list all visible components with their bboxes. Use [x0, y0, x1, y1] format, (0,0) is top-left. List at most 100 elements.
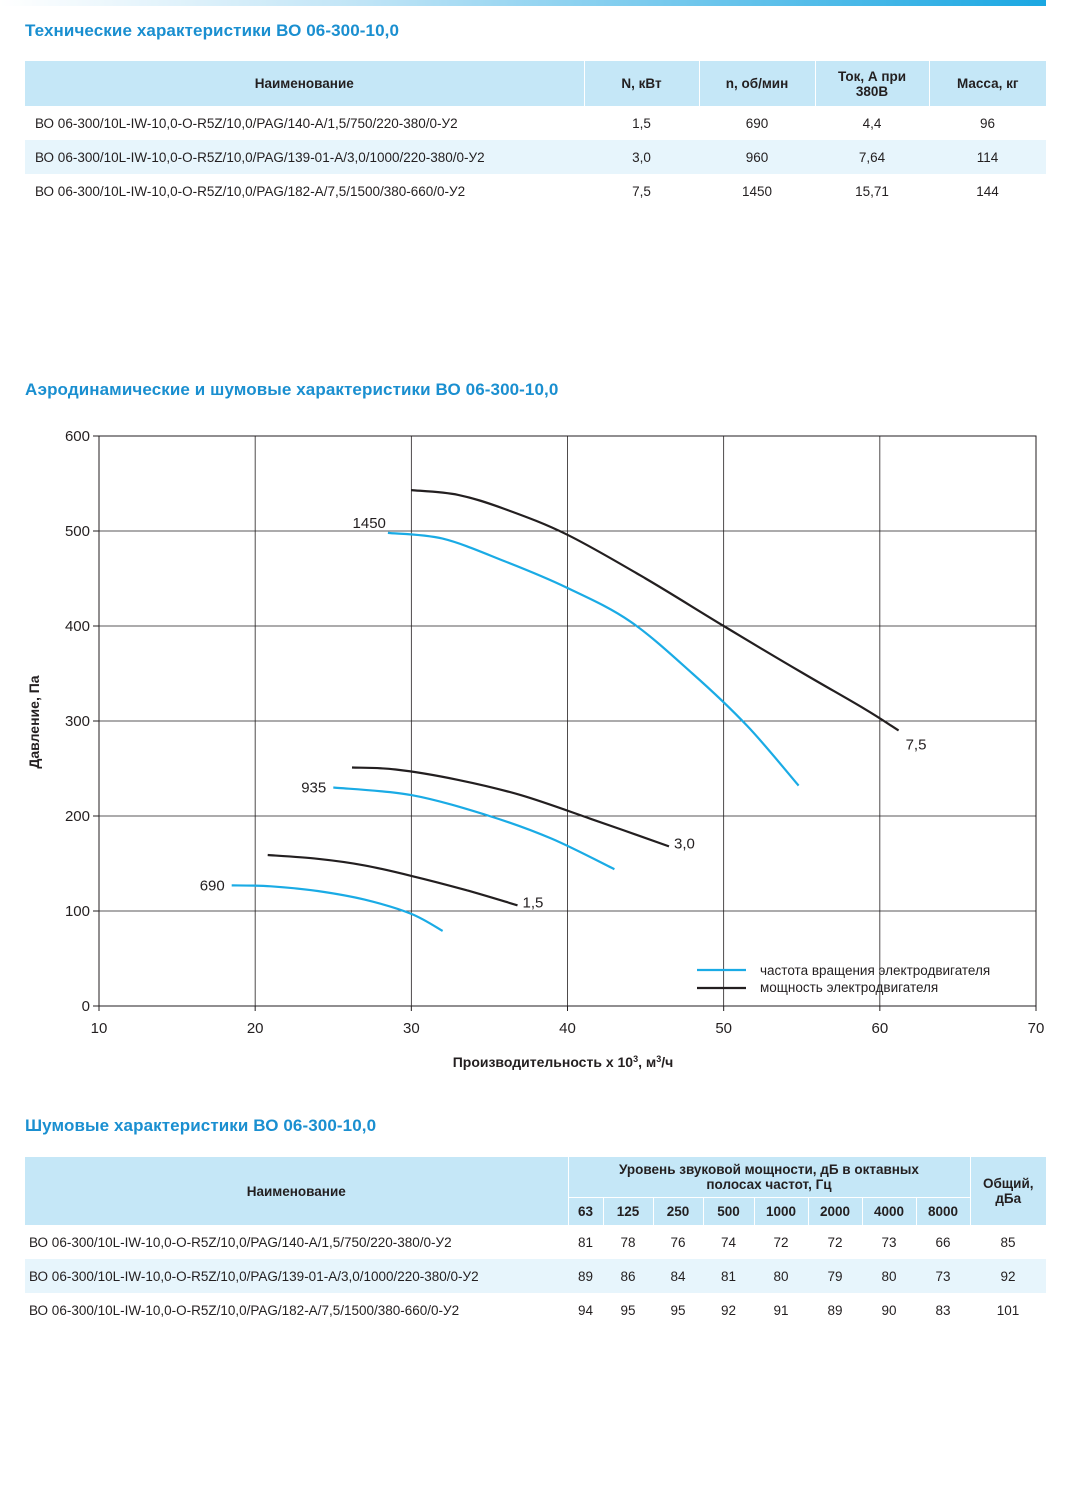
current-value: 15,71	[855, 183, 889, 199]
frequency-header: 4000	[861, 1197, 916, 1225]
noise-value: 83	[935, 1302, 951, 1318]
table-row: ВО 06-300/10L-IW-10,0-O-R5Z/10,0/PAG/139…	[25, 1259, 1046, 1293]
x-tick-label: 10	[91, 1020, 108, 1037]
model-name: ВО 06-300/10L-IW-10,0-O-R5Z/10,0/PAG/182…	[35, 183, 466, 199]
model-name: ВО 06-300/10L-IW-10,0-O-R5Z/10,0/PAG/182…	[29, 1302, 460, 1318]
model-name: ВО 06-300/10L-IW-10,0-O-R5Z/10,0/PAG/139…	[25, 1259, 568, 1293]
specs-header-name: Наименование	[25, 61, 584, 106]
noise-table: Наименование Уровень звуковой мощности, …	[25, 1157, 1046, 1327]
speed-value: 1450	[741, 183, 773, 199]
power-value: 1,5	[632, 115, 651, 131]
y-tick-label: 400	[65, 618, 90, 635]
noise-value: 72	[827, 1234, 843, 1250]
specs-header-row: Наименование N, кВт n, об/мин Ток, А при…	[25, 61, 1046, 106]
top-accent-bar	[0, 0, 1046, 6]
noise-value: 78	[620, 1234, 636, 1250]
x-tick-label: 40	[559, 1020, 576, 1037]
noise-value: 89	[568, 1259, 603, 1293]
noise-header-group: Уровень звуковой мощности, дБ в октавных…	[567, 1157, 970, 1198]
power-curve-1-5	[267, 853, 518, 907]
frequency-header: 1000	[753, 1197, 808, 1225]
speed-curve-1450	[387, 531, 800, 787]
model-name: ВО 06-300/10L-IW-10,0-O-R5Z/10,0/PAG/140…	[29, 1234, 452, 1250]
frequency-header: 63	[567, 1197, 603, 1225]
table-row: ВО 06-300/10L-IW-10,0-O-R5Z/10,0/PAG/139…	[25, 140, 1046, 174]
curve-label-1450: 1450	[353, 515, 386, 532]
noise-value: 92	[720, 1302, 737, 1318]
performance-chart: 10 20 30 40 50 60 70 0 100 200 300 400 500 600 690 935…	[26, 428, 1044, 1070]
x-tick-label: 20	[247, 1020, 264, 1037]
y-axis-title: Давление, Па	[26, 675, 42, 768]
x-tick-label: 50	[715, 1020, 732, 1037]
y-tick-label: 300	[65, 713, 90, 730]
power-curve-3-0	[351, 766, 670, 848]
noise-value: 91	[773, 1302, 789, 1318]
curve-label-3-0: 3,0	[674, 835, 695, 852]
speed-curve-690	[231, 884, 444, 932]
noise-value: 73	[881, 1234, 897, 1250]
noise-total: 92	[970, 1259, 1046, 1293]
table-row: ВО 06-300/10L-IW-10,0-O-R5Z/10,0/PAG/140…	[25, 1225, 1046, 1259]
y-tick-label: 0	[82, 998, 90, 1015]
noise-value: 79	[808, 1259, 862, 1293]
noise-value: 80	[754, 1259, 808, 1293]
aero-section-title: Аэродинамические и шумовые характеристик…	[25, 380, 559, 399]
frequency-header: 500	[702, 1197, 754, 1225]
table-row: ВО 06-300/10L-IW-10,0-O-R5Z/10,0/PAG/182…	[25, 174, 1046, 208]
noise-section-title: Шумовые характеристики ВО 06-300-10,0	[25, 1116, 377, 1135]
model-name: ВО 06-300/10L-IW-10,0-O-R5Z/10,0/PAG/139…	[25, 140, 584, 174]
legend-label-power: мощность электродвигателя	[760, 980, 938, 995]
frequency-header-row: 63 125 250 500 1000 2000 4000 8000	[25, 1197, 1046, 1225]
noise-header-total: Общий, дБа	[969, 1157, 1046, 1225]
frequency-header: 8000	[915, 1197, 970, 1225]
noise-header-row: Наименование Уровень звуковой мощности, …	[25, 1157, 1046, 1225]
curve-label-1-5: 1,5	[523, 894, 544, 911]
speed-curve-935	[333, 786, 615, 871]
speed-value: 690	[745, 115, 769, 131]
y-tick-label: 100	[65, 903, 90, 920]
specs-header-mass: Масса, кг	[928, 61, 1046, 106]
specs-table: Наименование N, кВт n, об/мин Ток, А при…	[25, 61, 1046, 208]
noise-value: 66	[935, 1234, 951, 1250]
y-tick-label: 600	[65, 428, 90, 445]
specs-header-speed: n, об/мин	[698, 61, 815, 106]
noise-value: 73	[916, 1259, 970, 1293]
noise-value: 81	[577, 1234, 594, 1250]
table-row: ВО 06-300/10L-IW-10,0-O-R5Z/10,0/PAG/140…	[25, 106, 1046, 140]
y-tick-label: 200	[65, 808, 90, 825]
chart-legend: частота вращения электродвигателя мощнос…	[697, 963, 990, 995]
frequency-header: 125	[602, 1197, 653, 1225]
table-row: ВО 06-300/10L-IW-10,0-O-R5Z/10,0/PAG/182…	[25, 1293, 1046, 1327]
noise-header-name: Наименование	[25, 1157, 568, 1225]
mass-value: 96	[979, 115, 996, 131]
noise-value: 86	[603, 1259, 653, 1293]
x-tick-label: 60	[871, 1020, 888, 1037]
current-value: 7,64	[815, 140, 929, 174]
noise-value: 74	[720, 1234, 737, 1250]
noise-value: 94	[577, 1302, 594, 1318]
model-name: ВО 06-300/10L-IW-10,0-O-R5Z/10,0/PAG/140…	[35, 115, 458, 131]
specs-section-title: Технические характеристики ВО 06-300-10,…	[25, 21, 399, 40]
noise-total: 85	[1000, 1234, 1016, 1250]
power-value: 7,5	[632, 183, 651, 199]
speed-value: 960	[699, 140, 815, 174]
specs-header-power: N, кВт	[583, 61, 699, 106]
noise-value: 95	[620, 1302, 636, 1318]
frequency-header: 250	[652, 1197, 703, 1225]
noise-value: 84	[653, 1259, 703, 1293]
x-tick-label: 30	[403, 1020, 420, 1037]
noise-value: 89	[827, 1302, 843, 1318]
power-curve-7-5	[411, 489, 900, 732]
frequency-header: 2000	[807, 1197, 862, 1225]
specs-header-current: Ток, А при 380В	[814, 61, 929, 106]
noise-value: 90	[881, 1302, 897, 1318]
x-axis-title: Производительность х 103, м3/ч	[453, 1054, 674, 1070]
noise-value: 72	[773, 1234, 789, 1250]
noise-value: 76	[670, 1234, 686, 1250]
curve-label-690: 690	[200, 877, 225, 894]
noise-value: 80	[862, 1259, 916, 1293]
current-value: 4,4	[862, 115, 882, 131]
noise-value: 81	[703, 1259, 754, 1293]
noise-total: 101	[996, 1302, 1020, 1318]
y-tick-label: 500	[65, 523, 90, 540]
